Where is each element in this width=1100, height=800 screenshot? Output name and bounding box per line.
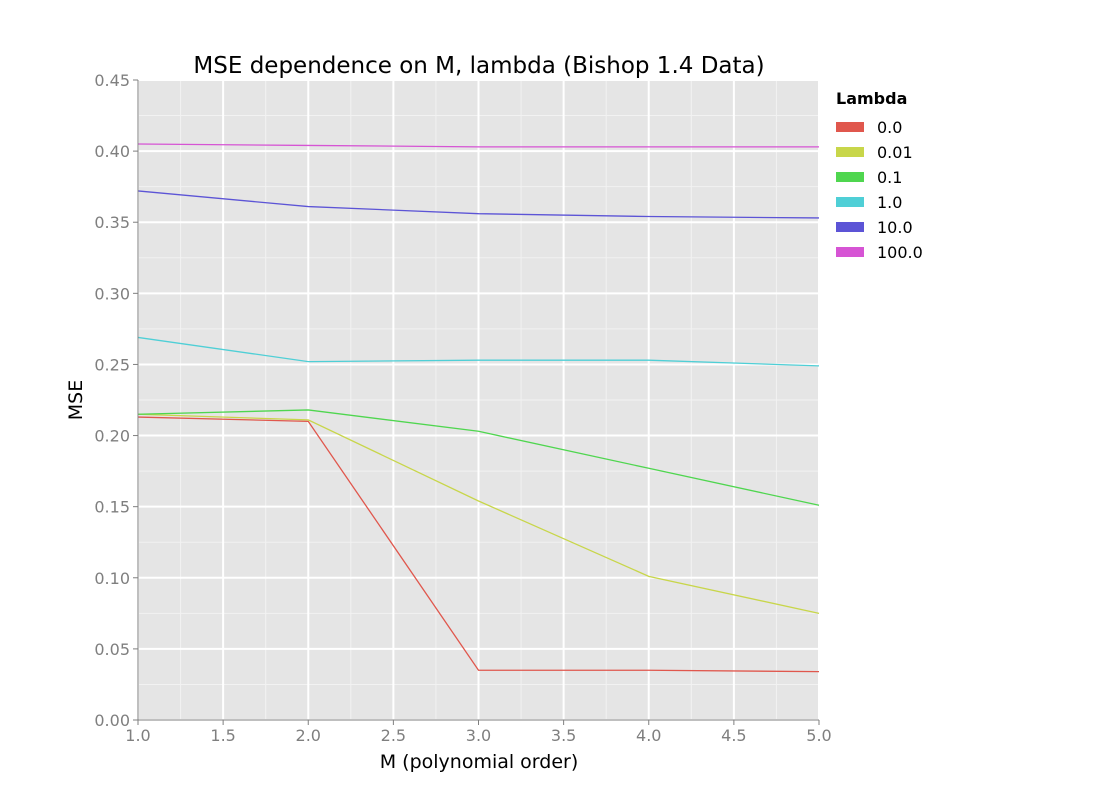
x-tick-label: 1.0 xyxy=(125,726,150,745)
legend-swatch-0.0 xyxy=(836,122,864,132)
y-tick-label: 0.45 xyxy=(94,71,130,90)
y-axis-label: MSE xyxy=(65,380,87,420)
y-tick-label: 0.20 xyxy=(94,427,130,446)
legend-label-0.0: 0.0 xyxy=(877,118,902,137)
y-tick-label: 0.10 xyxy=(94,569,130,588)
series-line-100.0 xyxy=(137,143,819,148)
legend-swatch-0.01 xyxy=(836,147,864,157)
legend-label-0.1: 0.1 xyxy=(877,168,902,187)
series-line-1.0 xyxy=(137,336,820,367)
x-tick-label: 4.0 xyxy=(636,726,661,745)
legend-label-100.0: 100.0 xyxy=(877,243,923,262)
y-tick-label: 0.35 xyxy=(94,213,130,232)
legend-items: 0.0 0.01 0.1 1.0 10.0 100.0 xyxy=(836,118,923,262)
legend-label-10.0: 10.0 xyxy=(877,218,913,237)
series-line-0.0 xyxy=(137,416,820,673)
x-tick-label: 2.0 xyxy=(296,726,321,745)
series-line-0.01 xyxy=(137,413,820,614)
x-tick-label: 3.0 xyxy=(466,726,491,745)
major-grid xyxy=(137,79,820,721)
x-axis: 1.0 1.5 2.0 2.5 3.0 3.5 4.0 4.5 5.0 xyxy=(125,719,832,745)
series-line-0.1 xyxy=(137,409,820,506)
x-tick-label: 1.5 xyxy=(210,726,235,745)
x-tick-label: 3.5 xyxy=(551,726,576,745)
y-tick-label: 0.00 xyxy=(94,711,130,730)
legend-swatch-0.1 xyxy=(836,172,864,182)
x-tick-label: 4.5 xyxy=(721,726,746,745)
y-tick-label: 0.40 xyxy=(94,142,130,161)
series-lines xyxy=(137,143,820,673)
legend: Lambda 0.0 0.01 0.1 1.0 10.0 100.0 xyxy=(836,89,923,262)
chart-title: MSE dependence on M, lambda (Bishop 1.4 … xyxy=(193,53,764,79)
legend-swatch-1.0 xyxy=(836,197,864,207)
legend-label-1.0: 1.0 xyxy=(877,193,902,212)
y-tick-label: 0.25 xyxy=(94,355,130,374)
legend-swatch-10.0 xyxy=(836,222,864,232)
series-line-10.0 xyxy=(137,190,820,219)
legend-swatch-100.0 xyxy=(836,247,864,257)
x-tick-label: 2.5 xyxy=(381,726,406,745)
y-tick-label: 0.30 xyxy=(94,284,130,303)
x-axis-label: M (polynomial order) xyxy=(380,751,579,773)
y-tick-label: 0.05 xyxy=(94,640,130,659)
y-axis: 0.00 0.05 0.10 0.15 0.20 0.25 0.30 0.35 0.40 0.45 xyxy=(94,71,139,730)
legend-title: Lambda xyxy=(836,89,907,108)
x-tick-label: 5.0 xyxy=(806,726,831,745)
legend-label-0.01: 0.01 xyxy=(877,143,913,162)
y-tick-label: 0.15 xyxy=(94,498,130,517)
